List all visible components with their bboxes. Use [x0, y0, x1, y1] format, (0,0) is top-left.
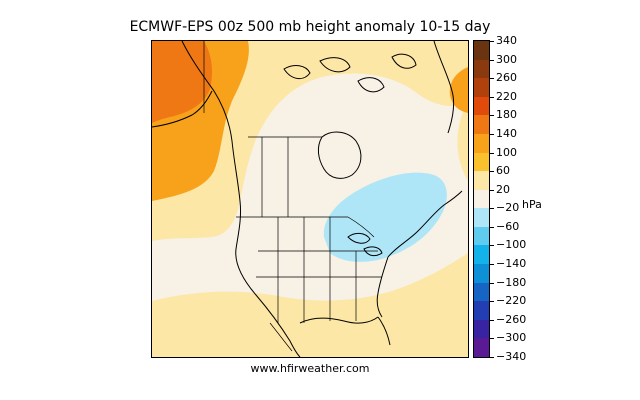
- colorbar-tick-label: −340: [496, 350, 527, 363]
- colorbar-tick-label: 340: [496, 34, 517, 47]
- moderate-positive-region-northeast: [449, 67, 468, 113]
- colorbar-tick-label: −300: [496, 331, 527, 344]
- colorbar-bin: [474, 226, 489, 246]
- colorbar-tick-label: −180: [496, 276, 527, 289]
- political-borders: [203, 41, 382, 352]
- colorbar-tick-mark: [490, 153, 494, 154]
- colorbar-tick-mark: [490, 190, 494, 191]
- colorbar-bin: [474, 59, 489, 79]
- colorbar-bin: [474, 319, 489, 339]
- colorbar-bin: [474, 115, 489, 135]
- colorbar-tick-label: 20: [496, 183, 510, 196]
- colorbar-tick-mark: [490, 97, 494, 98]
- colorbar-bin: [474, 171, 489, 191]
- colorbar-tick-mark: [490, 245, 494, 246]
- colorbar-bin: [474, 133, 489, 154]
- colorbar-tick-label: 140: [496, 127, 517, 140]
- colorbar-tick-mark: [490, 171, 494, 172]
- colorbar-bin: [474, 245, 489, 265]
- strong-positive-region-alaska: [152, 41, 212, 123]
- colorbar: [473, 40, 490, 358]
- colorbar-tick-label: −60: [496, 220, 520, 233]
- colorbar-tick-label: −100: [496, 238, 527, 251]
- source-credit: www.hfirweather.com: [250, 362, 370, 375]
- colorbar-tick-label: 220: [496, 90, 517, 103]
- colorbar-bin: [474, 301, 489, 321]
- colorbar-bin: [474, 264, 489, 284]
- colorbar-tick-label: 100: [496, 146, 517, 159]
- map-canvas: [152, 41, 468, 357]
- colorbar-bin: [474, 338, 489, 358]
- colorbar-tick-mark: [490, 78, 494, 79]
- colorbar-tick-mark: [490, 338, 494, 339]
- colorbar-tick-label: −260: [496, 313, 527, 326]
- colorbar-tick-label: 60: [496, 164, 510, 177]
- coastlines: [152, 41, 463, 357]
- chart-title: ECMWF-EPS 00z 500 mb height anomaly 10-1…: [129, 19, 491, 35]
- colorbar-tick-label: 300: [496, 53, 517, 66]
- weak-positive-region-east: [457, 101, 468, 181]
- colorbar-tick-mark: [490, 60, 494, 61]
- colorbar-bin: [474, 189, 489, 209]
- colorbar-bin: [474, 96, 489, 116]
- colorbar-tick-mark: [490, 115, 494, 116]
- colorbar-tick-mark: [490, 227, 494, 228]
- colorbar-bin: [474, 208, 489, 228]
- colorbar-bin: [474, 282, 489, 302]
- colorbar-tick-label: 180: [496, 108, 517, 121]
- colorbar-bin: [474, 78, 489, 98]
- colorbar-tick-label: −20: [496, 201, 520, 214]
- anomaly-map: [151, 40, 469, 358]
- colorbar-tick-mark: [490, 301, 494, 302]
- colorbar-tick-label: 260: [496, 71, 517, 84]
- colorbar-tick-label: −140: [496, 257, 527, 270]
- colorbar-tick-mark: [490, 264, 494, 265]
- weak-positive-region-south: [152, 253, 468, 357]
- colorbar-tick-mark: [490, 320, 494, 321]
- colorbar-bin: [474, 152, 489, 172]
- colorbar-tick-mark: [490, 41, 494, 42]
- colorbar-unit-label: hPa: [522, 198, 542, 211]
- colorbar-tick-label: −220: [496, 294, 527, 307]
- colorbar-bin: [474, 41, 489, 61]
- colorbar-tick-mark: [490, 357, 494, 358]
- colorbar-tick-mark: [490, 283, 494, 284]
- colorbar-tick-mark: [490, 208, 494, 209]
- colorbar-tick-mark: [490, 134, 494, 135]
- weak-negative-region-northeast: [323, 172, 447, 262]
